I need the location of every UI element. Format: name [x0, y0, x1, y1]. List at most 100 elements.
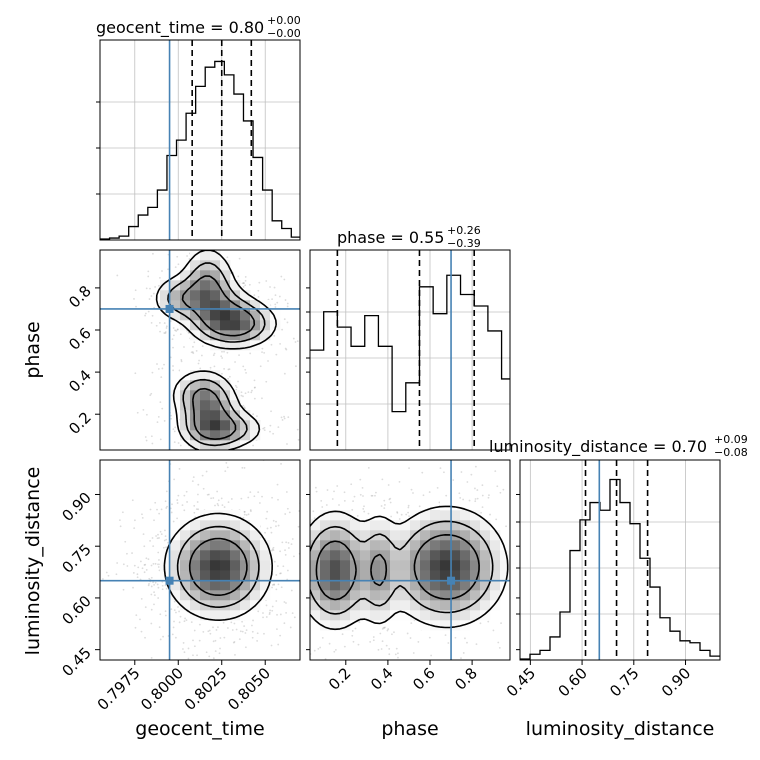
density-cell [210, 430, 221, 441]
density-cell [210, 520, 221, 531]
x-tick-label-phase: 0.8 [451, 664, 481, 694]
sample-point [502, 488, 505, 491]
x-tick-label-phase: 0.6 [409, 664, 439, 694]
sample-point [237, 380, 239, 383]
sample-point [234, 452, 236, 454]
sample-point [249, 509, 252, 511]
sample-point [192, 463, 194, 465]
sample-point [292, 337, 295, 340]
density-cell [430, 550, 441, 561]
density-cell [320, 570, 331, 581]
density-cell [310, 520, 321, 531]
sample-point [541, 604, 543, 606]
sample-point [263, 352, 266, 354]
sample-point [157, 551, 160, 554]
sample-point [394, 653, 397, 656]
sample-point [158, 559, 160, 561]
sample-point [444, 634, 447, 637]
sample-point [361, 487, 364, 489]
diag-panel-luminosity-distance [516, 459, 721, 661]
density-cell [180, 290, 191, 301]
sample-point [291, 538, 294, 540]
sample-point [176, 255, 179, 258]
density-cell [210, 290, 221, 301]
sample-point [352, 640, 355, 643]
sample-point [495, 518, 498, 521]
sample-point [164, 500, 167, 503]
sample-point [243, 625, 246, 627]
sample-point [252, 444, 254, 447]
density-cell [210, 570, 221, 581]
density-cell [390, 530, 401, 541]
sample-point [136, 576, 139, 579]
sample-point [545, 585, 547, 587]
sample-point [209, 632, 212, 635]
sample-point [292, 574, 294, 576]
density-cell [410, 580, 421, 591]
sample-point [171, 338, 174, 340]
density-cell [190, 310, 201, 321]
sample-point [382, 626, 385, 629]
density-cell [260, 590, 271, 601]
sample-point [253, 379, 256, 382]
sample-point [136, 573, 139, 576]
sample-point [281, 419, 284, 421]
sample-point [274, 303, 277, 306]
sample-point [170, 511, 173, 514]
sample-point [280, 275, 283, 278]
sample-point [164, 614, 167, 617]
density-cell [240, 600, 251, 611]
sample-point [145, 568, 148, 571]
density-cell [400, 520, 411, 531]
sample-point [283, 586, 285, 588]
sample-point [160, 533, 163, 536]
sample-point [278, 295, 281, 298]
diag-panel-geocent-time [96, 39, 301, 241]
hist-bin [157, 190, 167, 240]
sample-point [249, 491, 252, 494]
density-cell [500, 550, 510, 561]
sample-point [405, 664, 407, 666]
sample-point [158, 537, 160, 539]
sample-point [151, 442, 154, 445]
sample-point [468, 499, 471, 502]
sample-point [280, 586, 283, 589]
sample-point [161, 407, 164, 410]
y-tick-label-phase: 0.6 [65, 324, 95, 354]
sample-point [285, 611, 288, 614]
density-cell [210, 280, 221, 291]
title-geocent-time-sub: −0.00 [267, 27, 301, 40]
sample-point [223, 367, 226, 370]
sample-point [172, 428, 175, 431]
density-cell [250, 320, 261, 331]
sample-point [183, 620, 186, 623]
sample-point [159, 438, 162, 441]
density-cell [240, 430, 251, 441]
sample-point [371, 494, 374, 497]
sample-point [140, 598, 143, 600]
sample-point [124, 540, 127, 543]
sample-point [274, 306, 277, 308]
sample-point [149, 394, 152, 397]
sample-point [273, 560, 276, 563]
sample-point [250, 391, 253, 394]
panel-frame [99, 459, 301, 661]
sample-point [241, 282, 244, 285]
sample-point [176, 502, 179, 504]
density-cell [370, 560, 381, 571]
density-cell [480, 520, 491, 531]
density-cell [190, 590, 201, 601]
density-cell [180, 300, 191, 311]
sample-point [227, 501, 230, 504]
density-cell [210, 420, 221, 431]
sample-point [311, 685, 313, 687]
sample-point [284, 549, 286, 552]
sample-point [287, 617, 289, 619]
density-cell [220, 270, 231, 281]
sample-point [375, 491, 377, 494]
sample-point [251, 636, 254, 639]
sample-point [156, 508, 158, 511]
density-cell [260, 550, 271, 561]
density-cell [170, 560, 181, 571]
